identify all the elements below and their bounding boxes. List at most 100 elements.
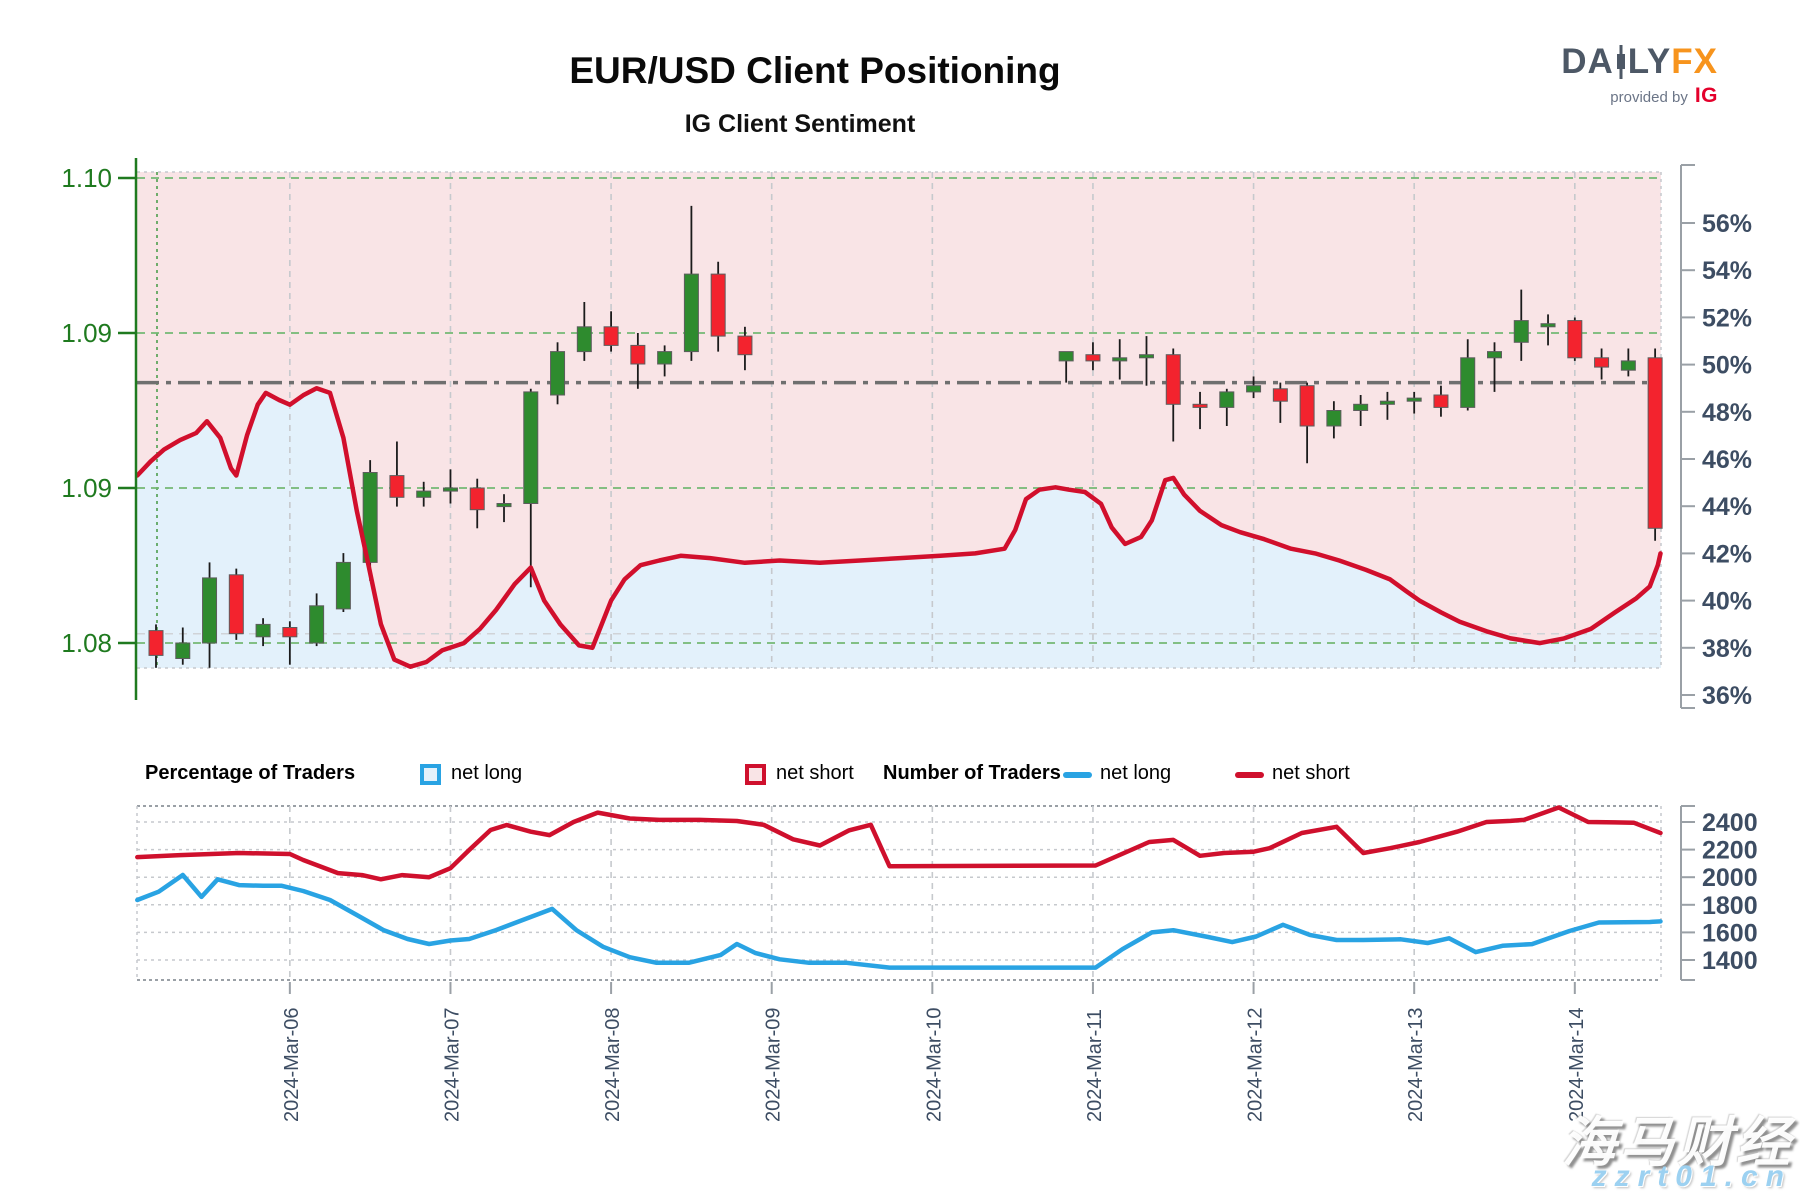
- logo-provided-by: provided by: [1610, 89, 1688, 106]
- count-axis-label: 2400: [1702, 809, 1758, 837]
- candle-bullish: [202, 577, 218, 644]
- candle-bullish: [1513, 320, 1529, 343]
- count-net-long-line: [135, 872, 1663, 970]
- logo-ig: IG: [1694, 84, 1718, 107]
- logo-text-fx: FX: [1671, 42, 1718, 81]
- percent-axis-label: 50%: [1702, 352, 1752, 380]
- count-axis-label: 2200: [1702, 837, 1758, 865]
- watermark-brand: 海马财经: [1562, 1113, 1794, 1173]
- candle-bearish: [630, 344, 646, 365]
- candle-bullish: [1112, 357, 1128, 362]
- candle-bullish: [1460, 357, 1476, 408]
- net-long-percent-line: [135, 385, 1663, 669]
- watermark-url: zzrt01.cn: [1591, 1160, 1792, 1193]
- date-axis-label: 2024-Mar-13: [1405, 1007, 1427, 1122]
- candle-bullish: [1138, 354, 1154, 359]
- legend-line-net-long-label: net long: [1100, 762, 1172, 784]
- candle-bullish: [1406, 397, 1422, 402]
- candle-bearish: [1085, 354, 1101, 362]
- candle-bearish: [469, 487, 485, 511]
- candle-bullish: [255, 623, 271, 638]
- legend-line-net-short-icon: [1235, 772, 1264, 778]
- date-axis-label: 2024-Mar-14: [1566, 1007, 1588, 1122]
- candle-bullish: [523, 391, 539, 504]
- date-axis-label: 2024-Mar-11: [1084, 1009, 1106, 1122]
- dailyfx-logo: DA LY FX provided by IG: [1528, 42, 1718, 108]
- date-axis-label: 2024-Mar-09: [763, 1007, 785, 1122]
- count-axis-label: 2000: [1702, 864, 1758, 892]
- candle-bearish: [1299, 385, 1315, 427]
- price-axis-label: 1.09: [61, 473, 112, 503]
- candle-bearish: [1165, 354, 1181, 405]
- candle-bullish: [657, 351, 673, 365]
- candle-bullish: [175, 642, 191, 659]
- percent-axis-label: 48%: [1702, 399, 1752, 427]
- legend-net-short-label: net short: [776, 762, 854, 784]
- price-sentiment-chart: 1.10 1.09 1.09 1.08 56% 54% 52% 50% 48% 46% 44% 42%…: [61, 158, 1752, 710]
- candle-bullish: [416, 490, 432, 498]
- candle-bearish: [603, 326, 619, 346]
- candle-bearish: [1567, 320, 1583, 359]
- legend-net-long-swatch-icon: [420, 764, 441, 785]
- percent-axis-label: 44%: [1702, 493, 1752, 521]
- legend-percentage-title: Percentage of Traders: [145, 762, 356, 784]
- net-long-area: [137, 388, 1661, 668]
- candle-bearish: [282, 627, 298, 638]
- price-axis-label: 1.09: [61, 318, 112, 348]
- count-axis-label: 1800: [1702, 892, 1758, 920]
- candle-bearish: [1272, 388, 1288, 402]
- candle-bearish: [1594, 357, 1610, 368]
- candle-bullish: [1219, 391, 1235, 408]
- legend-line-net-long-icon: [1063, 772, 1092, 778]
- candle-bullish: [1379, 400, 1395, 405]
- candle-bullish: [1058, 351, 1074, 362]
- percent-axis-label: 56%: [1702, 210, 1752, 238]
- chart-subtitle: IG Client Sentiment: [684, 110, 916, 138]
- candle-bullish: [1326, 410, 1342, 427]
- date-axis-label: 2024-Mar-10: [923, 1007, 945, 1122]
- date-axis-label: 2024-Mar-06: [281, 1007, 303, 1122]
- legend-net-long-label: net long: [451, 762, 523, 784]
- candle-bullish: [1246, 385, 1262, 393]
- date-axis-label: 2024-Mar-07: [441, 1007, 463, 1122]
- percent-axis-label: 38%: [1702, 635, 1752, 663]
- logo-candlestick-icon: [1616, 45, 1625, 79]
- candle-bullish: [1620, 360, 1636, 371]
- date-axis-label: 2024-Mar-08: [602, 1007, 624, 1122]
- dailyfx-logo-wordmark: DA LY FX: [1528, 42, 1718, 82]
- count-axis-label: 1600: [1702, 919, 1758, 947]
- candle-bearish: [710, 273, 726, 337]
- legend-net-short-swatch-icon: [745, 764, 766, 785]
- candle-bearish: [148, 630, 164, 656]
- candle-bearish: [228, 574, 244, 635]
- candle-bullish: [1353, 403, 1369, 411]
- candle-bullish: [442, 487, 458, 492]
- candle-bullish: [335, 561, 351, 610]
- percent-axis-label: 36%: [1702, 682, 1752, 710]
- candle-bullish: [1487, 351, 1502, 359]
- candle-bearish: [1647, 357, 1663, 529]
- percent-axis-label: 46%: [1702, 446, 1752, 474]
- candle-bearish: [389, 475, 405, 498]
- percent-axis-label: 54%: [1702, 257, 1752, 285]
- price-axis-label: 1.10: [61, 163, 112, 193]
- candle-bearish: [1192, 403, 1208, 408]
- candle-bullish: [550, 351, 566, 396]
- legend-number-title: Number of Traders: [883, 762, 1061, 784]
- page-title: EUR/USD Client Positioning: [569, 50, 1061, 91]
- price-axis-label: 1.08: [61, 628, 112, 658]
- candle-bearish: [1433, 394, 1449, 408]
- count-net-short-line: [135, 805, 1663, 882]
- legend-line-net-short-label: net short: [1272, 762, 1350, 784]
- percent-axis-label: 42%: [1702, 540, 1752, 568]
- logo-text-da: DA: [1561, 42, 1614, 81]
- candles-layer: [148, 205, 1663, 668]
- candle-bullish: [683, 273, 699, 353]
- candle-bearish: [737, 335, 753, 356]
- count-axis-label: 1400: [1702, 947, 1758, 975]
- candle-bullish: [496, 503, 512, 508]
- percent-axis-label: 52%: [1702, 304, 1752, 332]
